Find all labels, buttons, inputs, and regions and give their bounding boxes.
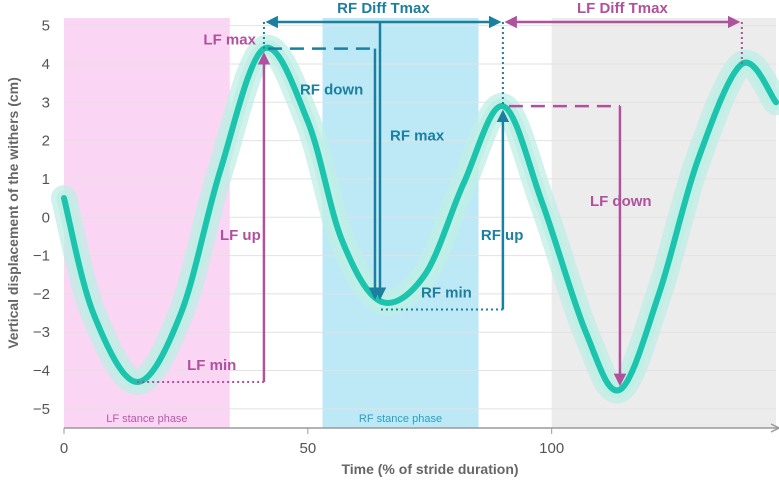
y-tick-label: 0 — [42, 209, 50, 226]
lf-max-label: LF max — [203, 32, 256, 49]
phase-label-0: LF stance phase — [106, 413, 187, 425]
annotations: RF Diff Tmax LF Diff Tmax LF max LF up LF mi… — [137, 0, 743, 387]
lf-up-label: LF up — [220, 227, 261, 244]
x-axis-arrow — [770, 423, 779, 433]
rf-down-label: RF down — [300, 82, 363, 99]
y-tick-label: −5 — [33, 401, 50, 418]
y-tick-label: 4 — [42, 56, 50, 73]
y-tick-label: 3 — [42, 94, 50, 111]
axes — [64, 423, 779, 433]
rf-up-label: RF up — [481, 227, 524, 244]
phase-label-1: RF stance phase — [359, 413, 442, 425]
rf-diff-tmax-label: RF Diff Tmax — [337, 0, 430, 17]
x-tick-label: 0 — [60, 440, 68, 457]
y-tick-label: 1 — [42, 171, 50, 188]
lf-diff-tmax-label: LF Diff Tmax — [577, 0, 668, 17]
y-tick-label: −4 — [33, 363, 50, 380]
tick-labels: 5 4 3 2 1 0 −1 −2 −3 −4 −5 0 50 100 — [33, 18, 564, 457]
rf-max-label: RF max — [390, 128, 445, 145]
x-tick-label: 50 — [299, 440, 316, 457]
y-tick-label: −2 — [33, 286, 50, 303]
x-tick-label: 100 — [539, 440, 564, 457]
y-tick-label: 2 — [42, 133, 50, 150]
rf-min-label: RF min — [421, 285, 472, 302]
y-tick-label: −1 — [33, 248, 50, 265]
x-axis-title: Time (% of stride duration) — [341, 461, 518, 477]
y-axis-title: Vertical displacement of the withers (cm… — [5, 77, 21, 349]
displacement-series — [61, 44, 779, 394]
y-tick-label: −3 — [33, 324, 50, 341]
y-tick-label: 5 — [42, 18, 50, 35]
lf-down-label: LF down — [590, 193, 652, 210]
mean-displacement-line — [61, 44, 779, 394]
lf-min-label: LF min — [187, 357, 236, 374]
